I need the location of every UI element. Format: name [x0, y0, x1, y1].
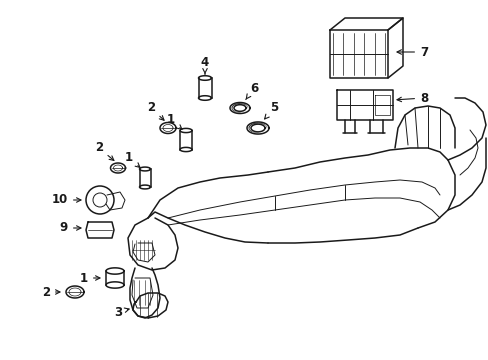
Text: 2: 2: [42, 285, 60, 298]
Text: 2: 2: [95, 141, 114, 161]
Text: 2: 2: [146, 102, 163, 120]
Text: 4: 4: [201, 55, 209, 74]
Text: 7: 7: [396, 45, 427, 58]
Text: 3: 3: [114, 306, 129, 319]
Text: 9: 9: [60, 221, 81, 234]
Text: 1: 1: [80, 271, 100, 284]
Text: 1: 1: [166, 113, 182, 129]
Text: 10: 10: [52, 193, 81, 207]
Text: 8: 8: [396, 91, 427, 104]
Text: 1: 1: [124, 152, 140, 167]
Text: 6: 6: [245, 81, 258, 100]
Text: 5: 5: [264, 102, 278, 119]
